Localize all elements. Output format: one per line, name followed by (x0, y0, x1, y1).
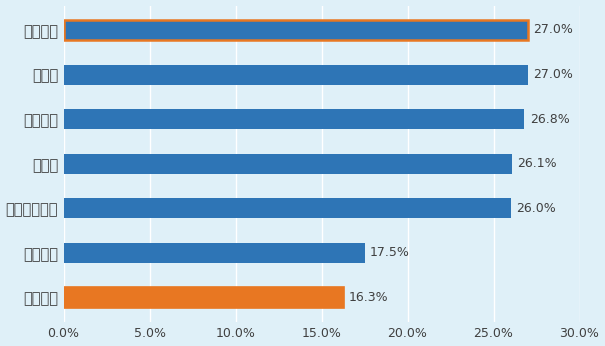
Bar (64, 109, 525, 129)
Text: 26.0%: 26.0% (516, 202, 555, 215)
Text: 27.0%: 27.0% (533, 24, 573, 36)
Bar (64, 288, 344, 308)
Bar (64, 243, 365, 263)
Text: 26.8%: 26.8% (529, 113, 569, 126)
Text: 27.0%: 27.0% (533, 68, 573, 81)
Bar (64, 154, 512, 174)
Bar (64, 20, 528, 40)
Text: 16.3%: 16.3% (349, 291, 388, 304)
Bar (64, 64, 528, 84)
Text: 26.1%: 26.1% (518, 157, 557, 170)
Text: 17.5%: 17.5% (370, 246, 410, 260)
Bar (64, 198, 511, 218)
